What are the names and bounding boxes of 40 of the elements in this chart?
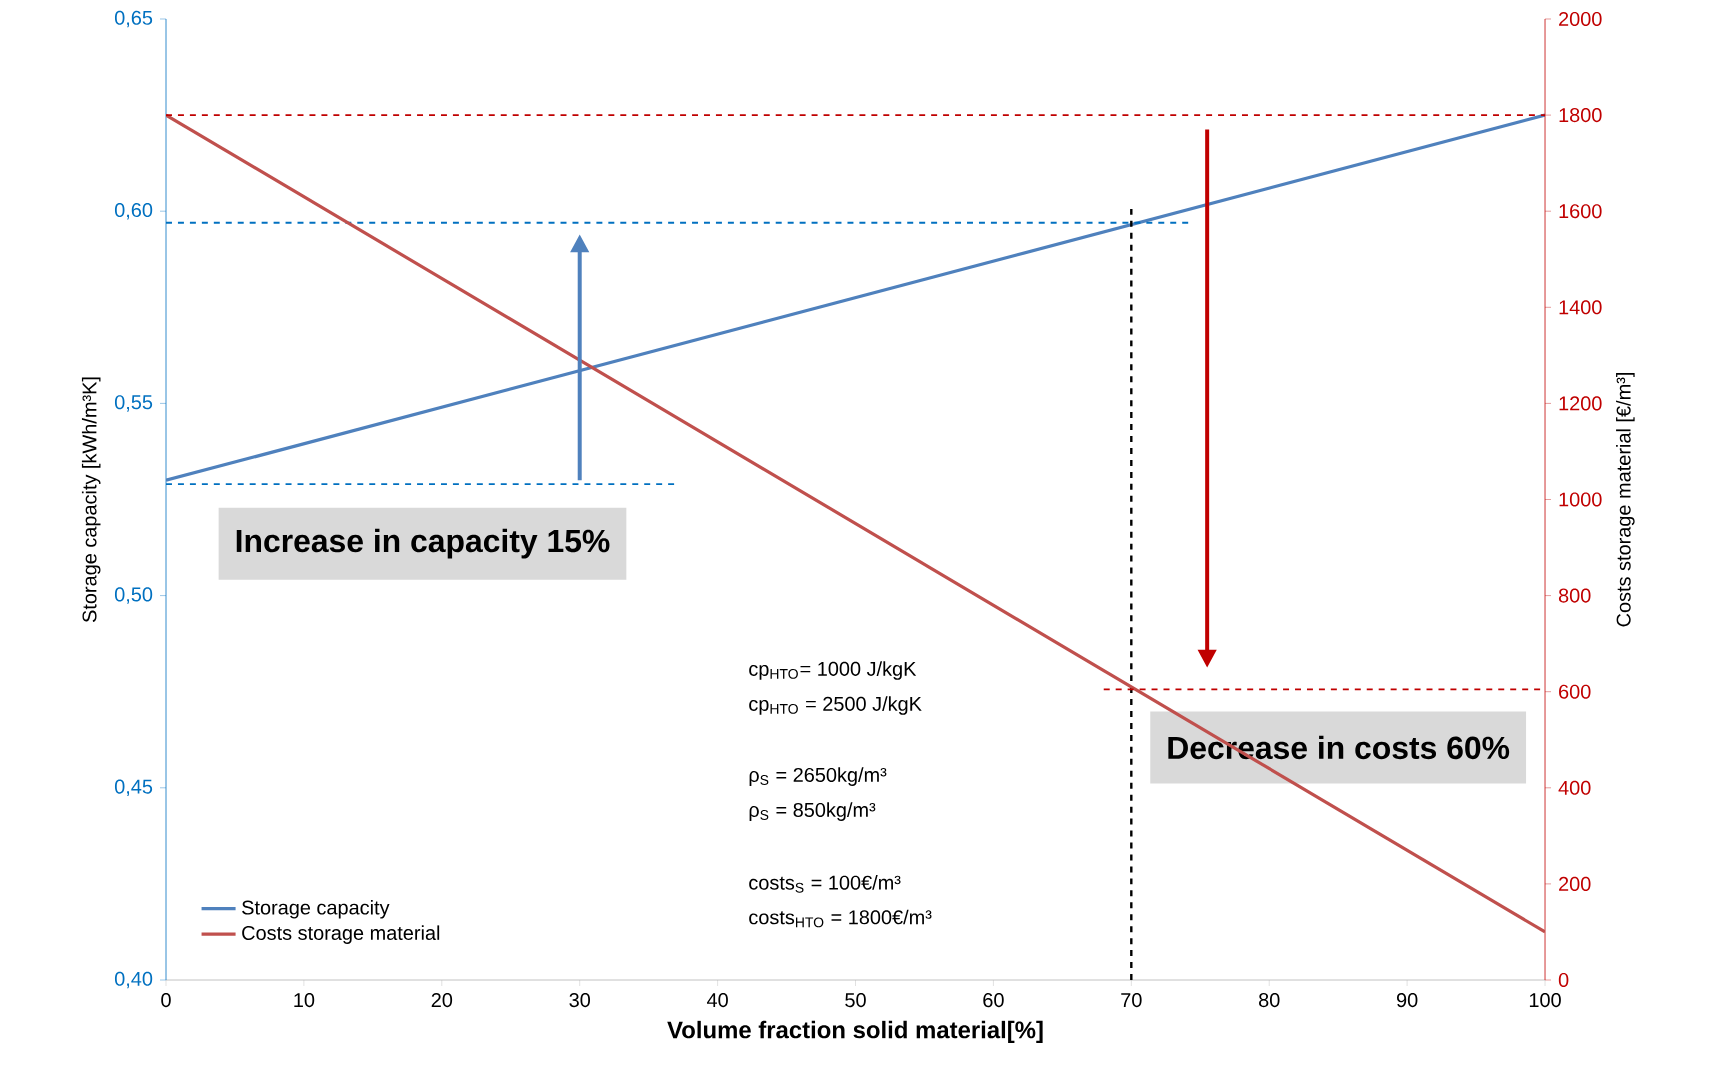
x-tick-label: 60 — [983, 993, 1004, 1008]
x-tick-label: 50 — [845, 993, 866, 1008]
y2-tick-label: 600 — [1559, 684, 1591, 699]
y2-tick-label: 0 — [1558, 972, 1569, 988]
legend-label: Storage capacity — [242, 899, 390, 919]
y2-axis-title: Costs storage material [€/m³] — [1616, 373, 1635, 627]
y-tick-label: 0,65 — [114, 10, 153, 28]
x-tick-label: 20 — [431, 993, 453, 1008]
annotation: cp$_{HTO}$ = 2500 J/kgK — [749, 696, 922, 715]
y2-tick-label: 1200 — [1559, 396, 1602, 411]
x-tick-label: 30 — [569, 993, 591, 1008]
y2-tick-label: 2000 — [1559, 11, 1602, 27]
x-axis-title: Volume fraction solid material[%] — [667, 1020, 1043, 1044]
y-tick-label: 0,40 — [114, 971, 153, 989]
y-tick-label: 0,50 — [114, 587, 153, 604]
y2-tick-label: 1600 — [1559, 204, 1602, 219]
y2-tick-label: 1800 — [1559, 108, 1602, 123]
y2-tick-label: 400 — [1558, 780, 1591, 795]
annotation: costs$_{S}$ = 100€/m³ — [749, 875, 901, 893]
y2-tick-label: 800 — [1558, 588, 1591, 603]
y-tick-label: 0,45 — [114, 779, 153, 797]
legend-label: Costs storage material — [242, 925, 440, 944]
y-tick-label: 0,60 — [114, 202, 153, 220]
y-axis-title: Storage capacity [kWh/m³K] — [81, 377, 101, 623]
annotation: Increase in capacity 15% — [236, 528, 610, 559]
annotation: ρ$_{S}$ = 850kg/m³ — [749, 802, 876, 821]
x-tick-label: 80 — [1259, 993, 1280, 1008]
x-tick-label: 0 — [161, 993, 171, 1008]
y2-tick-label: 1400 — [1559, 300, 1602, 315]
x-tick-label: 100 — [1529, 993, 1561, 1008]
annotation: costs$_{HTO}$ = 1800€/m³ — [749, 909, 932, 928]
annotation: cp$_{HTO}$= 1000 J/kgK — [749, 661, 917, 680]
y2-tick-label: 200 — [1559, 876, 1591, 891]
annotation: ρ$_{S}$ = 2650kg/m³ — [749, 767, 887, 786]
x-tick-label: 90 — [1396, 993, 1418, 1008]
x-tick-label: 10 — [294, 993, 315, 1008]
x-tick-label: 40 — [706, 993, 728, 1008]
y-tick-label: 0,55 — [114, 395, 153, 412]
x-tick-label: 70 — [1121, 993, 1142, 1008]
y2-tick-label: 1000 — [1559, 492, 1602, 507]
